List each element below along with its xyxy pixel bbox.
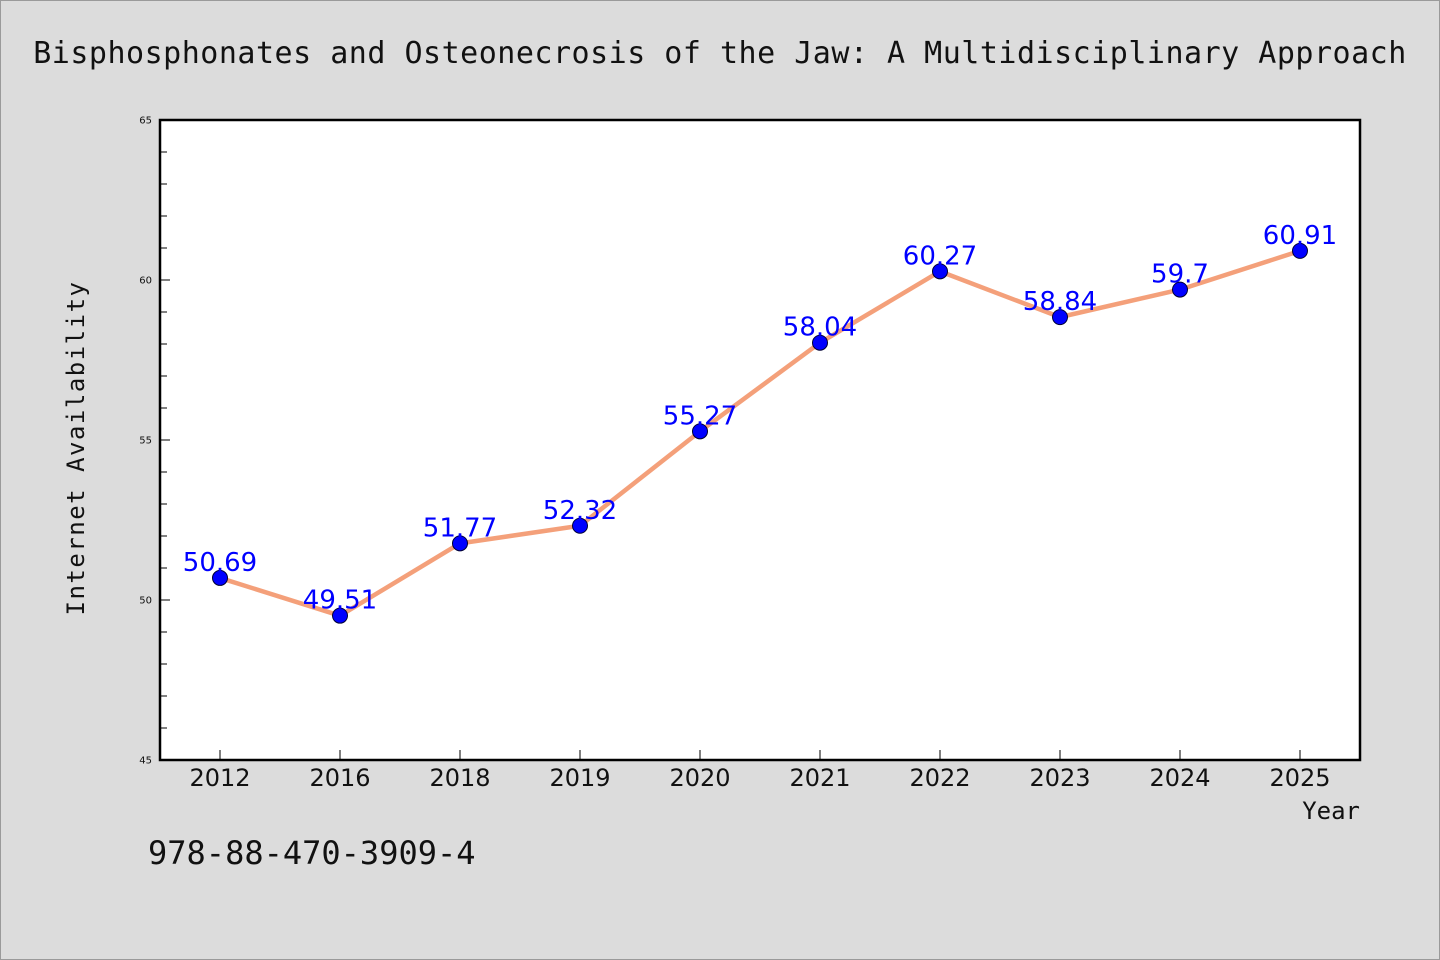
data-point: [452, 535, 468, 552]
x-tick-label: 2018: [429, 764, 490, 792]
x-tick-label: 2016: [309, 764, 370, 792]
x-tick-label: 2025: [1269, 764, 1330, 792]
data-point: [212, 569, 228, 586]
plot-area: [160, 120, 1360, 760]
y-axis-label: Internet Availability: [62, 281, 90, 616]
data-point: [812, 334, 828, 351]
x-tick-label: 2023: [1029, 764, 1090, 792]
data-point: [1172, 281, 1188, 298]
data-label: 52.32: [543, 496, 617, 526]
x-tick-label: 2022: [909, 764, 970, 792]
data-point: [332, 607, 348, 624]
y-tick-label: 50: [139, 596, 152, 607]
y-tick-label: 55: [139, 436, 152, 447]
data-point: [1292, 242, 1308, 259]
data-point: [1052, 309, 1068, 326]
y-tick-label: 45: [139, 756, 152, 767]
y-tick-label: 65: [139, 116, 152, 127]
data-label: 50.69: [183, 548, 257, 578]
data-point: [932, 263, 948, 280]
chart-title: Bisphosphonates and Osteonecrosis of the…: [33, 36, 1407, 71]
data-label: 55.27: [663, 401, 737, 431]
x-axis-label: Year: [1302, 797, 1360, 825]
series-line: [217, 248, 1303, 618]
data-label: 60.91: [1263, 221, 1337, 251]
y-tick-label: 60: [139, 276, 152, 287]
x-tick-label: 2021: [789, 764, 850, 792]
data-label: 59.7: [1151, 260, 1209, 290]
data-label: 58.04: [783, 313, 857, 343]
isbn-text: 978-88-470-3909-4: [148, 834, 476, 872]
data-label: 49.51: [303, 586, 377, 616]
data-point: [572, 517, 588, 534]
x-tick-label: 2019: [549, 764, 610, 792]
data-label: 51.77: [423, 513, 497, 543]
x-tick-label: 2012: [189, 764, 250, 792]
data-label: 60.27: [903, 241, 977, 271]
x-tick-label: 2020: [669, 764, 730, 792]
data-label: 58.84: [1023, 287, 1097, 317]
data-point: [692, 423, 708, 440]
plot-border: [158, 118, 1362, 762]
x-tick-label: 2024: [1149, 764, 1210, 792]
